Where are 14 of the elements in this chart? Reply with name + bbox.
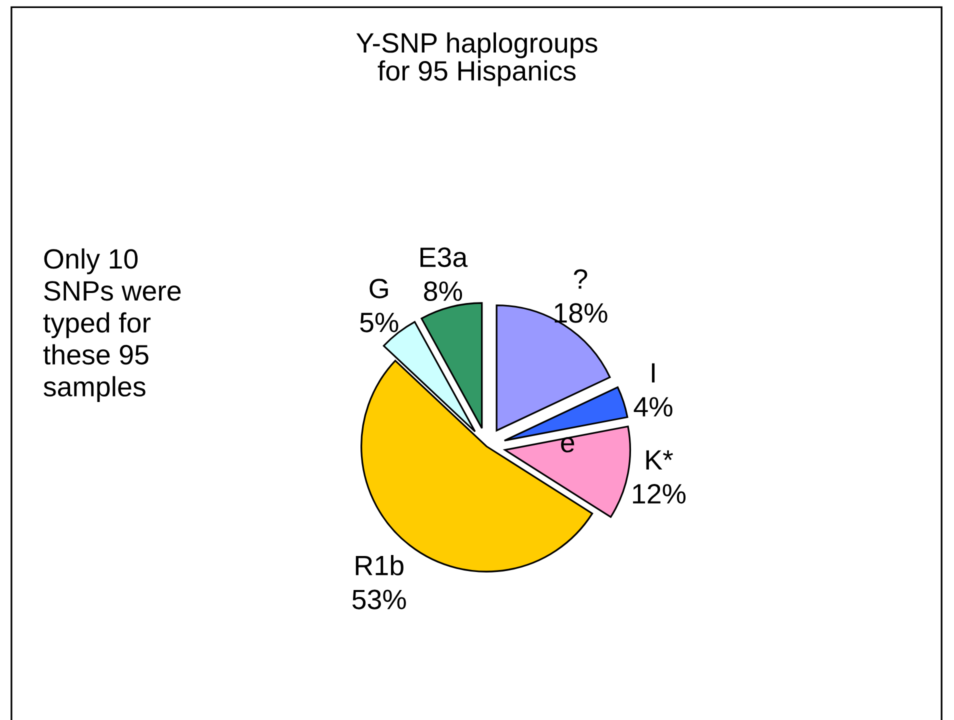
slice-label: G (370, 278, 388, 298)
data-label: 18% (554, 303, 608, 323)
data-label: 5% (360, 312, 398, 332)
slice-label: K* (646, 450, 673, 470)
chart-title: Y-SNP haplogroups for 95 Hispanics (356, 32, 598, 86)
slice-label: E3a (420, 247, 468, 268)
data-label: 12% (633, 484, 686, 504)
slice-label: ? (574, 269, 588, 289)
data-label: 4% (634, 397, 672, 417)
data-label: 53% (352, 590, 406, 610)
slice-label: I (652, 363, 655, 382)
data-label: 8% (424, 281, 462, 302)
text: Only 10 SNPs were typed for these 95 samples (43, 248, 181, 402)
slice-label: R1b (356, 554, 404, 576)
